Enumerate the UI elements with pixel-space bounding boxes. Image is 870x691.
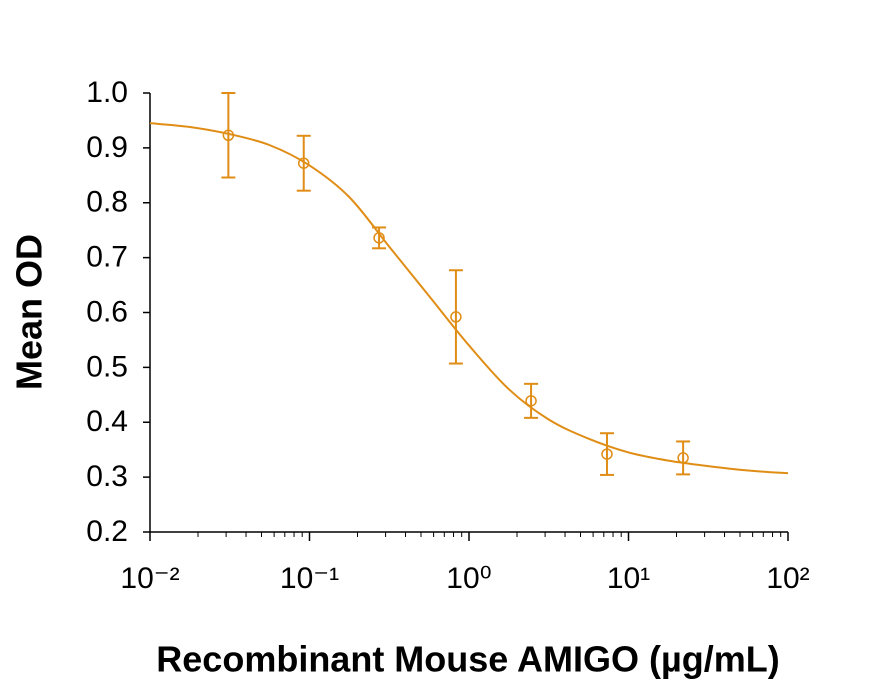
- x-axis-title: Recombinant Mouse AMIGO (µg/mL): [156, 639, 779, 680]
- error-bar: [221, 92, 236, 179]
- y-tick-label: 0.2: [86, 515, 128, 548]
- data-point: [450, 311, 462, 323]
- data-point: [525, 395, 537, 407]
- y-tick-label: 0.4: [86, 405, 128, 438]
- y-tick-label: 1.0: [86, 76, 128, 109]
- y-tick-label: 0.3: [86, 460, 128, 493]
- x-tick-label: 10⁻²: [120, 562, 179, 595]
- data-point: [297, 157, 310, 169]
- x-tick-label: 10²: [766, 562, 809, 595]
- error-bar: [676, 440, 691, 476]
- fit-curve: [149, 122, 789, 475]
- y-tick-label: 0.5: [86, 350, 128, 383]
- error-bar: [599, 432, 614, 476]
- x-tick-label: 10⁻¹: [280, 562, 339, 595]
- y-tick-label: 0.6: [86, 295, 128, 328]
- y-tick-label: 0.9: [86, 131, 128, 164]
- error-bar: [296, 134, 311, 192]
- y-axis-title: Mean OD: [9, 234, 50, 390]
- y-tick-label: 0.7: [86, 241, 128, 274]
- error-bar: [448, 269, 463, 365]
- x-tick-label: 10¹: [607, 562, 650, 595]
- error-bar: [524, 382, 539, 419]
- data-point: [601, 448, 613, 460]
- y-tick-label: 0.8: [86, 186, 128, 219]
- x-tick-label: 10⁰: [446, 562, 491, 595]
